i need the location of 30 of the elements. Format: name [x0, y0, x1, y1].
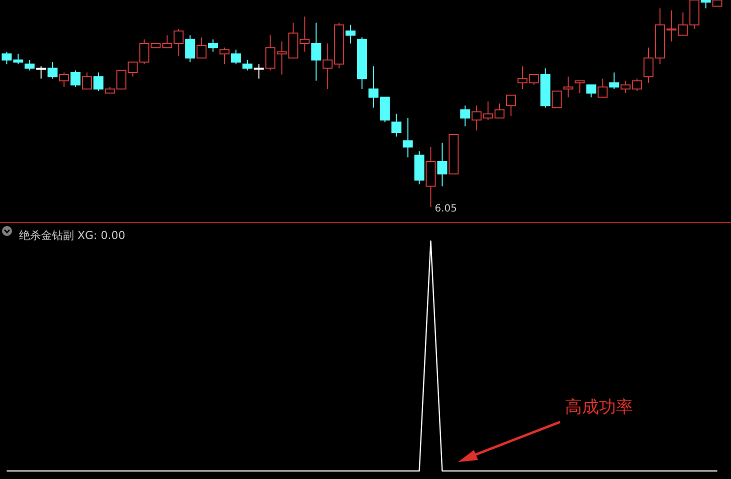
candlestick	[36, 66, 46, 80]
annotation: 6.05	[434, 204, 458, 214]
candlestick	[70, 70, 80, 88]
candlestick	[185, 34, 196, 63]
candlestick	[93, 72, 104, 92]
candlestick	[391, 113, 402, 138]
candlestick	[230, 49, 241, 65]
candlestick	[402, 117, 413, 158]
candlestick	[574, 80, 585, 94]
candlestick	[82, 72, 92, 90]
candlestick	[563, 76, 574, 98]
candlestick	[552, 90, 562, 108]
annotation: 高成功率	[565, 398, 633, 418]
candlestick	[208, 38, 218, 52]
candlestick	[346, 24, 356, 44]
candlestick	[598, 78, 608, 98]
candlestick	[196, 36, 207, 58]
candlestick	[59, 72, 70, 88]
candlestick	[254, 64, 264, 80]
candlestick	[609, 72, 620, 90]
candlestick	[586, 84, 596, 98]
candlestick	[48, 62, 58, 80]
candlestick	[219, 47, 230, 65]
candlestick	[506, 94, 516, 116]
candlestick	[242, 60, 252, 71]
candlestick	[437, 142, 448, 187]
candlestick	[460, 105, 470, 127]
candlestick	[24, 60, 35, 71]
chart-title: 绝杀金钻副 XG: 0.00	[19, 229, 126, 242]
candlestick	[311, 22, 322, 82]
